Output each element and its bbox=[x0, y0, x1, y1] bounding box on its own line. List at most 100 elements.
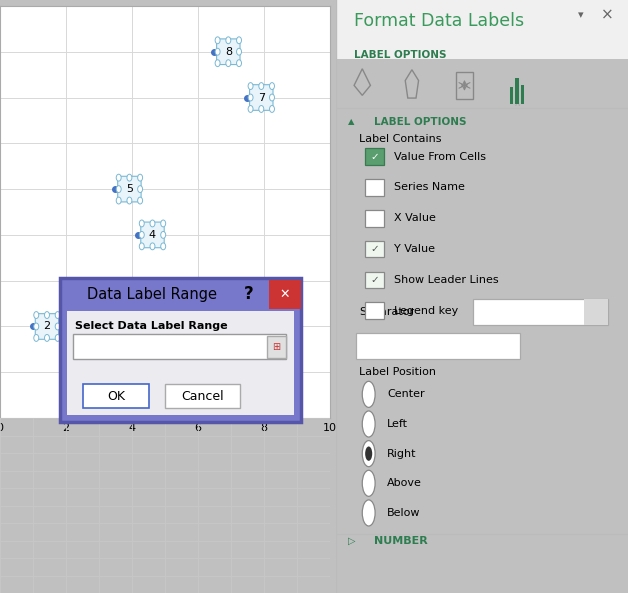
Circle shape bbox=[139, 231, 144, 238]
Circle shape bbox=[67, 358, 72, 364]
Circle shape bbox=[215, 37, 220, 44]
Circle shape bbox=[226, 60, 230, 66]
Circle shape bbox=[362, 411, 375, 437]
Bar bbox=[521, 85, 524, 104]
Text: NUMBER: NUMBER bbox=[374, 536, 428, 546]
Circle shape bbox=[161, 220, 166, 227]
Circle shape bbox=[116, 174, 121, 181]
FancyBboxPatch shape bbox=[217, 39, 240, 65]
Text: ⊞: ⊞ bbox=[273, 342, 280, 352]
Circle shape bbox=[226, 37, 230, 44]
Bar bbox=[365, 241, 384, 257]
Text: Above: Above bbox=[387, 479, 422, 488]
Circle shape bbox=[237, 48, 242, 55]
Bar bbox=[365, 272, 384, 288]
Circle shape bbox=[269, 82, 274, 90]
Bar bbox=[584, 299, 607, 325]
Text: LABEL OPTIONS: LABEL OPTIONS bbox=[374, 117, 467, 126]
Circle shape bbox=[116, 197, 121, 204]
Text: ▾: ▾ bbox=[578, 11, 584, 20]
Circle shape bbox=[138, 186, 143, 193]
Bar bbox=[336, 0, 628, 59]
Text: 5: 5 bbox=[126, 184, 133, 194]
Circle shape bbox=[215, 48, 220, 55]
Bar bbox=[516, 78, 519, 104]
Circle shape bbox=[138, 197, 143, 204]
Circle shape bbox=[248, 106, 253, 113]
Text: ,: , bbox=[485, 305, 489, 318]
Text: Value From Cells: Value From Cells bbox=[394, 152, 486, 161]
Circle shape bbox=[116, 186, 121, 193]
Circle shape bbox=[88, 358, 93, 364]
Text: ✓: ✓ bbox=[371, 244, 379, 254]
Circle shape bbox=[248, 82, 253, 90]
FancyBboxPatch shape bbox=[117, 176, 141, 202]
Text: 2: 2 bbox=[43, 321, 50, 331]
Circle shape bbox=[127, 197, 132, 204]
Text: 7: 7 bbox=[257, 93, 265, 103]
Text: Left: Left bbox=[387, 419, 408, 429]
Text: 4: 4 bbox=[149, 230, 156, 240]
Text: ✓: ✓ bbox=[371, 152, 379, 161]
FancyBboxPatch shape bbox=[35, 314, 58, 339]
Text: Below: Below bbox=[387, 508, 421, 518]
FancyBboxPatch shape bbox=[249, 85, 273, 110]
Circle shape bbox=[269, 106, 274, 113]
Text: ▾: ▾ bbox=[593, 307, 598, 317]
Text: ∧: ∧ bbox=[514, 98, 521, 108]
Circle shape bbox=[362, 441, 375, 467]
Text: ▲: ▲ bbox=[348, 117, 354, 126]
Circle shape bbox=[237, 37, 242, 44]
Circle shape bbox=[55, 334, 60, 342]
Text: Label Contains: Label Contains bbox=[359, 135, 442, 144]
Text: ▷: ▷ bbox=[348, 536, 355, 546]
Circle shape bbox=[138, 174, 143, 181]
Circle shape bbox=[88, 380, 93, 387]
Circle shape bbox=[150, 220, 155, 227]
Bar bbox=[474, 299, 607, 325]
Circle shape bbox=[259, 82, 264, 90]
Circle shape bbox=[237, 60, 242, 66]
Text: Separator: Separator bbox=[359, 307, 414, 317]
Circle shape bbox=[259, 106, 264, 113]
Circle shape bbox=[77, 380, 82, 387]
Bar bbox=[457, 72, 473, 98]
Text: Label Position: Label Position bbox=[359, 367, 436, 377]
Circle shape bbox=[67, 380, 72, 387]
Text: ✓: ✓ bbox=[371, 275, 379, 285]
FancyBboxPatch shape bbox=[68, 359, 92, 385]
Text: X Value: X Value bbox=[394, 213, 436, 223]
Text: Format Data Labels: Format Data Labels bbox=[354, 12, 524, 30]
Circle shape bbox=[127, 174, 132, 181]
Circle shape bbox=[34, 334, 39, 342]
Bar bbox=[365, 302, 384, 319]
Text: ?: ? bbox=[244, 285, 253, 304]
Circle shape bbox=[45, 334, 50, 342]
Text: Data Label Range: Data Label Range bbox=[87, 287, 217, 302]
Circle shape bbox=[365, 447, 372, 461]
Text: Select Data Label Range: Select Data Label Range bbox=[75, 321, 227, 331]
Text: Show Leader Lines: Show Leader Lines bbox=[394, 275, 499, 285]
Circle shape bbox=[215, 60, 220, 66]
Circle shape bbox=[150, 243, 155, 250]
Text: Center: Center bbox=[387, 390, 425, 399]
Text: Reset Label Text: Reset Label Text bbox=[392, 342, 484, 351]
Circle shape bbox=[34, 323, 39, 330]
Text: LABEL OPTIONS: LABEL OPTIONS bbox=[354, 50, 446, 59]
Bar bbox=[357, 333, 520, 359]
Bar bbox=[365, 210, 384, 227]
Circle shape bbox=[67, 369, 72, 376]
Circle shape bbox=[139, 243, 144, 250]
Circle shape bbox=[269, 94, 274, 101]
Circle shape bbox=[55, 311, 60, 318]
Text: OK: OK bbox=[107, 390, 125, 403]
Bar bbox=[510, 87, 513, 104]
Text: Legend key: Legend key bbox=[394, 306, 458, 315]
Circle shape bbox=[362, 500, 375, 526]
Text: Cancel: Cancel bbox=[181, 390, 224, 403]
Text: ×: × bbox=[601, 8, 614, 23]
FancyBboxPatch shape bbox=[141, 222, 164, 248]
Text: 8: 8 bbox=[225, 47, 232, 57]
Circle shape bbox=[88, 369, 93, 376]
Circle shape bbox=[45, 311, 50, 318]
